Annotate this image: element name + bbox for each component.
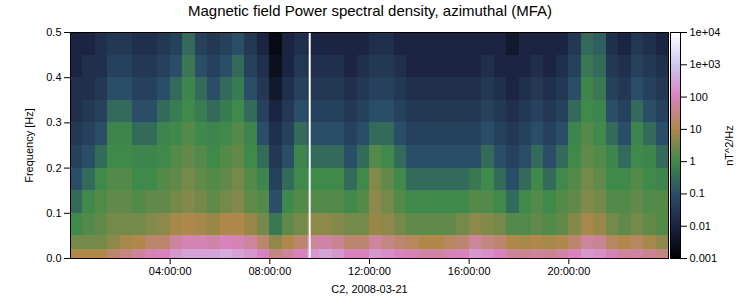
- svg-text:Frequency [Hz]: Frequency [Hz]: [23, 108, 35, 183]
- svg-text:1e+03: 1e+03: [690, 58, 721, 70]
- svg-text:08:00:00: 08:00:00: [248, 265, 291, 277]
- svg-text:0.0: 0.0: [46, 252, 61, 264]
- svg-text:0.3: 0.3: [46, 116, 61, 128]
- svg-text:04:00:00: 04:00:00: [149, 265, 192, 277]
- svg-text:10: 10: [690, 123, 702, 135]
- svg-text:1: 1: [690, 155, 696, 167]
- html-text:Magnetic field Power spectral: Magnetic field Power spectral density, a…: [188, 2, 552, 19]
- svg-text:0.5: 0.5: [46, 26, 61, 38]
- svg-text:0.001: 0.001: [690, 252, 718, 264]
- svg-text:1e+04: 1e+04: [690, 26, 721, 38]
- svg-text:0.01: 0.01: [690, 220, 711, 232]
- svg-text:0.1: 0.1: [46, 207, 61, 219]
- svg-text:16:00:00: 16:00:00: [448, 265, 491, 277]
- svg-text:12:00:00: 12:00:00: [348, 265, 391, 277]
- svg-text:C2, 2008-03-21: C2, 2008-03-21: [331, 283, 407, 295]
- svg-text:0.2: 0.2: [46, 162, 61, 174]
- svg-text:0.1: 0.1: [690, 187, 705, 199]
- svg-text:20:00:00: 20:00:00: [547, 265, 590, 277]
- svg-text:nT^2/Hz: nT^2/Hz: [723, 125, 735, 166]
- svg-text:0.4: 0.4: [46, 71, 61, 83]
- svg-text:100: 100: [690, 91, 708, 103]
